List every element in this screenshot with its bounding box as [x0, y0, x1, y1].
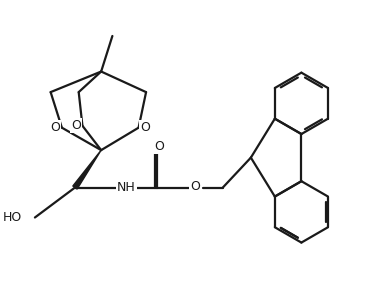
- Text: NH: NH: [117, 181, 136, 194]
- Polygon shape: [73, 150, 101, 189]
- Text: O: O: [140, 121, 150, 134]
- Text: O: O: [71, 119, 81, 132]
- Text: O: O: [50, 121, 60, 134]
- Text: HO: HO: [3, 211, 22, 224]
- Text: O: O: [154, 140, 164, 153]
- Text: O: O: [190, 180, 200, 193]
